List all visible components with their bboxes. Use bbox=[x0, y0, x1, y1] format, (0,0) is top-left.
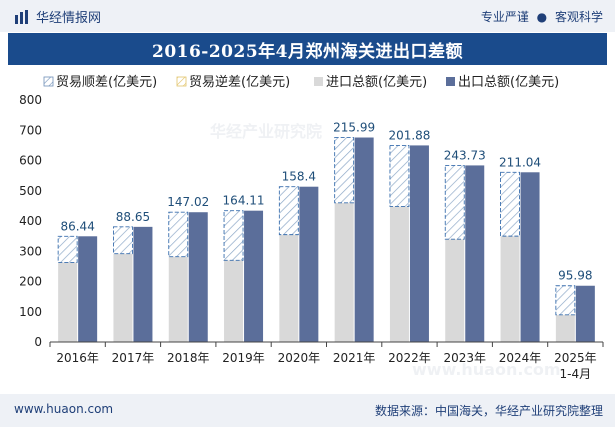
chart-title-bar: 2016-2025年4月郑州海关进出口差额 bbox=[8, 33, 607, 65]
y-tick-label-7: 700 bbox=[19, 123, 42, 137]
x-tick-label-line: 2024年 bbox=[499, 351, 542, 365]
surplus-bar bbox=[223, 210, 244, 261]
x-tick-label: 2020年 bbox=[278, 351, 321, 365]
surplus-bar bbox=[444, 164, 465, 240]
export-bar bbox=[299, 186, 319, 342]
export-bar bbox=[354, 137, 374, 342]
x-tick-label: 2022年 bbox=[388, 351, 431, 365]
y-tick-label-4: 400 bbox=[19, 214, 42, 228]
x-tick-label-line: 2017年 bbox=[112, 351, 155, 365]
import-bar bbox=[389, 206, 409, 342]
tagline-left: 专业严谨 bbox=[480, 10, 529, 24]
surplus-bar bbox=[389, 144, 410, 207]
brand-name: 华经情报网 bbox=[36, 11, 102, 26]
legend-label-0: 贸易顺差(亿美元) bbox=[56, 75, 157, 90]
surplus-bar bbox=[555, 285, 576, 316]
export-bar bbox=[465, 165, 485, 342]
x-tick-label-line: 1-4月 bbox=[560, 367, 592, 381]
import-bar bbox=[168, 256, 188, 342]
legend-label-1: 贸易逆差(亿美元) bbox=[189, 74, 290, 90]
y-tick-label-6: 600 bbox=[19, 154, 42, 168]
surplus-value-label: 215.99 bbox=[333, 121, 375, 135]
y-tick-label-8: 800 bbox=[19, 93, 42, 107]
x-tick-label: 2025年 1-4月 bbox=[554, 351, 597, 381]
bars: 86.44 88.65 147.02 164.11 158.4 215.99 201.88 2… bbox=[57, 121, 595, 342]
surplus-bar bbox=[168, 211, 189, 258]
import-bar bbox=[224, 260, 244, 342]
x-tick-label-line: 2021年 bbox=[333, 351, 376, 365]
surplus-value-label: 211.04 bbox=[499, 155, 541, 169]
export-bar bbox=[188, 212, 208, 342]
x-tick-label-line: 2019年 bbox=[222, 351, 265, 365]
x-tick-label: 2024年 bbox=[499, 351, 542, 365]
surplus-value-label: 164.11 bbox=[223, 194, 265, 208]
import-bar bbox=[113, 253, 133, 342]
y-tick-label-3: 300 bbox=[19, 244, 42, 258]
legend-label-3: 出口总额(亿美元) bbox=[458, 75, 559, 90]
y-tick-label-0: 0 bbox=[34, 335, 42, 349]
x-tick-label: 2021年 bbox=[333, 351, 376, 365]
import-bar bbox=[334, 202, 354, 342]
export-bar bbox=[78, 236, 98, 342]
x-tick-label-line: 2018年 bbox=[167, 351, 210, 365]
surplus-value-label: 86.44 bbox=[60, 219, 94, 233]
surplus-bar bbox=[57, 235, 78, 263]
legend-swatch-2 bbox=[314, 77, 323, 86]
legend-swatch-1 bbox=[176, 76, 187, 87]
import-bar bbox=[58, 262, 78, 342]
x-tick-label-line: 2023年 bbox=[443, 351, 486, 365]
brand[interactable]: 华经情报网 bbox=[14, 7, 101, 26]
footer-source: 数据来源：中国海关，华经产业研究院整理 bbox=[374, 404, 603, 418]
surplus-bar bbox=[278, 186, 299, 236]
legend: 贸易顺差(亿美元) 贸易逆差(亿美元) 进口总额(亿美元) 出口总额(亿美元) bbox=[43, 74, 559, 90]
surplus-bar bbox=[334, 137, 355, 204]
y-tick-label-1: 100 bbox=[19, 305, 42, 319]
chart-title: 2016-2025年4月郑州海关进出口差额 bbox=[151, 41, 463, 62]
x-tick-label: 2019年 bbox=[222, 351, 265, 365]
tagline: 专业严谨 ● 客观科学 bbox=[481, 8, 603, 25]
x-tick-label-line: 2022年 bbox=[388, 351, 431, 365]
export-bar bbox=[409, 145, 429, 342]
surplus-value-label: 95.98 bbox=[558, 269, 592, 283]
surplus-value-label: 201.88 bbox=[388, 128, 430, 142]
import-bar bbox=[445, 239, 465, 342]
tagline-separator-icon: ● bbox=[536, 10, 548, 24]
legend-label-2: 进口总额(亿美元) bbox=[326, 75, 427, 90]
export-bar bbox=[575, 285, 595, 342]
import-bar bbox=[500, 236, 520, 342]
footer-site-link[interactable]: www.huaon.com bbox=[14, 402, 114, 416]
import-bar bbox=[555, 314, 575, 342]
legend-swatch-3 bbox=[446, 77, 455, 86]
x-tick-label-line: 2025年 bbox=[554, 351, 597, 365]
x-tick-label: 2016年 bbox=[56, 351, 99, 365]
x-tick-label: 2017年 bbox=[112, 351, 155, 365]
export-bar bbox=[520, 172, 540, 342]
x-tick-label: 2023年 bbox=[443, 351, 486, 365]
surplus-value-label: 147.02 bbox=[167, 195, 209, 209]
surplus-bar bbox=[112, 226, 133, 255]
surplus-value-label: 158.4 bbox=[282, 170, 316, 184]
import-bar bbox=[279, 234, 299, 342]
tagline-right: 客观科学 bbox=[554, 10, 603, 24]
export-bar bbox=[133, 226, 153, 342]
x-tick-label-line: 2020年 bbox=[278, 351, 321, 365]
x-tick-label-line: 2016年 bbox=[56, 351, 99, 365]
header-bar: 华经情报网 专业严谨 ● 客观科学 bbox=[0, 0, 615, 32]
surplus-value-label: 243.73 bbox=[444, 148, 486, 162]
footer-bar: www.huaon.com 数据来源：中国海关，华经产业研究院整理 bbox=[0, 394, 615, 427]
y-tick-label-2: 200 bbox=[19, 275, 42, 289]
x-axis: 2016年 2017年 2018年 2019年 2020年 2021年 2022年 2023年… bbox=[49, 341, 604, 381]
y-tick-label-5: 500 bbox=[19, 184, 42, 198]
legend-swatch-0 bbox=[43, 76, 54, 87]
export-bar bbox=[244, 210, 264, 342]
surplus-bar bbox=[500, 171, 520, 237]
brand-logo-icon bbox=[15, 9, 28, 24]
x-tick-label: 2018年 bbox=[167, 351, 210, 365]
y-axis: 0 100 200 300 400 500 600 700 800 bbox=[19, 93, 42, 349]
surplus-value-label: 88.65 bbox=[116, 210, 150, 224]
